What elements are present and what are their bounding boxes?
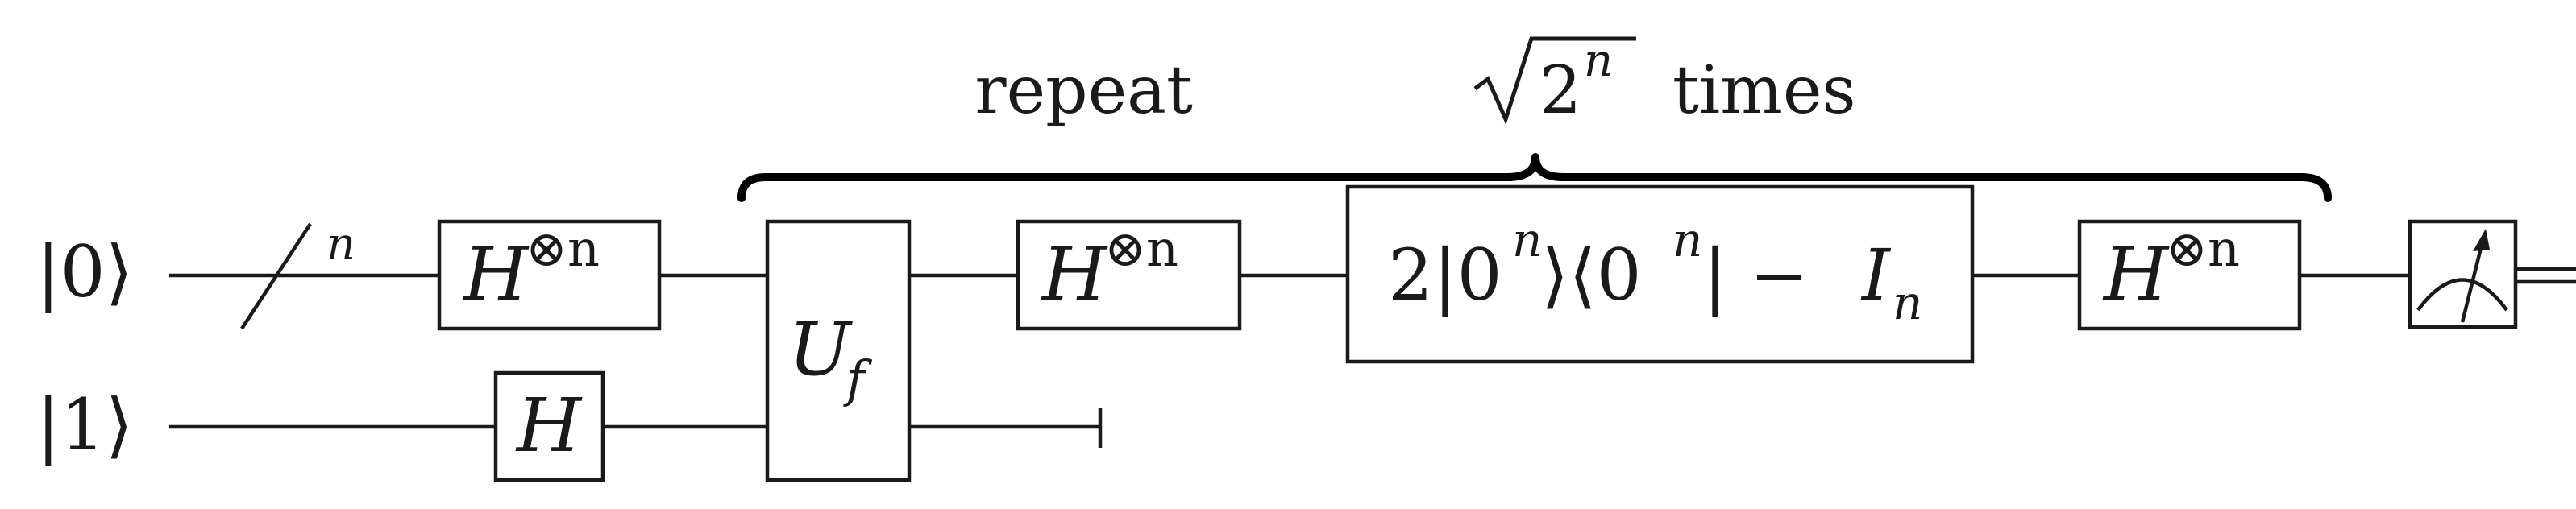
svg-text:I: I [1860,234,1892,317]
svg-text:2|0: 2|0 [1388,234,1502,317]
svg-text:⟩⟨0: ⟩⟨0 [1541,234,1642,317]
repeat-brace-icon [737,153,2332,202]
meter-icon [2408,219,2518,329]
svg-text:n: n [1512,213,1542,267]
svg-text:| −: | − [1703,234,1809,317]
wires [169,267,2576,429]
gate-h-tensor-1: H ⊗n [437,219,662,331]
register-slash-icon [240,222,312,330]
gate-h-tensor-3: H ⊗n [2077,219,2302,331]
gate-oracle: U f [765,219,912,482]
repeat-label: repeat 2 n times [974,35,1855,129]
svg-text:⊗n: ⊗n [1104,219,1178,278]
svg-text:n: n [1672,213,1702,267]
repeat-label-radicand-exp: n [1584,35,1613,87]
repeat-label-post: times [1672,52,1856,129]
input-ket-1: |1⟩ [36,383,133,466]
repeat-label-radicand-base: 2 [1539,52,1581,129]
repeat-label-pre: repeat [974,52,1193,129]
svg-text:H: H [2102,231,2170,317]
gate-diffusion: 2|0 n ⟩⟨0 n | − I n [1345,184,1975,364]
svg-text:⊗n: ⊗n [526,219,600,278]
svg-text:H: H [515,383,583,469]
svg-text:n: n [1893,275,1922,330]
svg-text:H: H [1041,231,1108,317]
gate-h-single: H [493,370,605,482]
sqrt-icon [1473,36,1636,126]
svg-text:U: U [788,306,854,392]
svg-text:H: H [462,231,530,317]
register-size-label: n [326,218,355,271]
gate-h-tensor-2: H ⊗n [1016,219,1242,331]
input-ket-0: |0⟩ [36,230,133,313]
svg-text:⊗n: ⊗n [2166,219,2240,278]
